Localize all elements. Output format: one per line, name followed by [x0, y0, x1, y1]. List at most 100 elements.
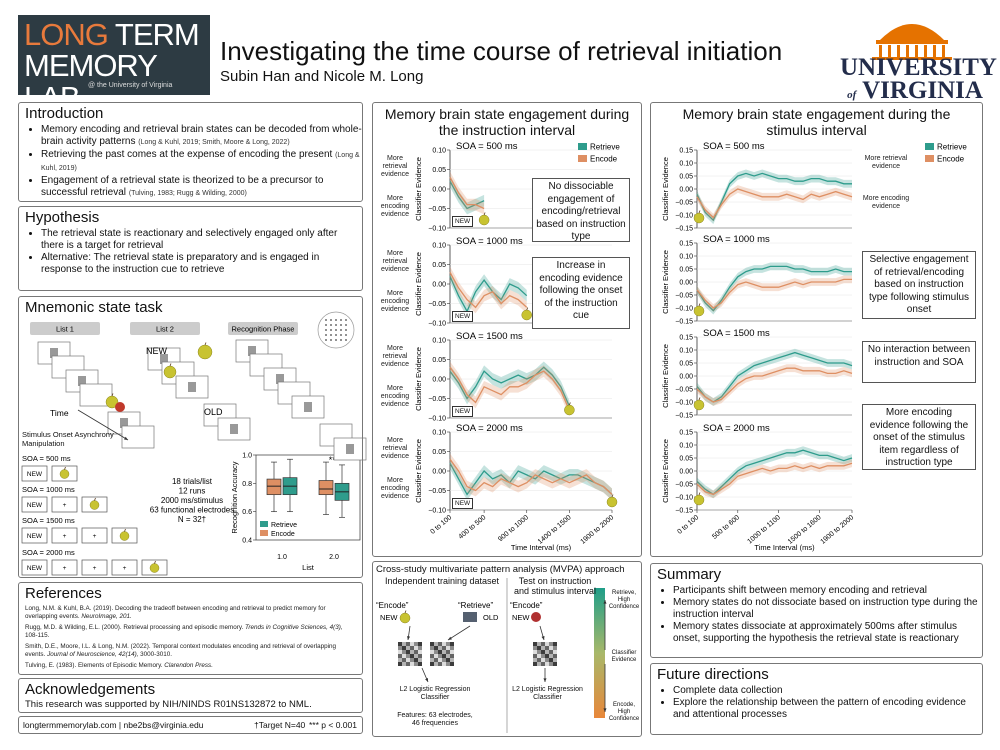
phase-tab — [130, 322, 200, 335]
scale-label: Classifier Evidence — [611, 650, 637, 663]
finding-note: No dissociable engagement of encoding/re… — [532, 178, 630, 242]
feature-pixel — [450, 650, 454, 654]
feature-pixel — [398, 646, 402, 650]
feature-pixel — [450, 642, 454, 646]
feature-pixel — [549, 650, 553, 654]
legend-label: Encode — [590, 155, 618, 164]
y-tick-label: −0.05 — [675, 387, 693, 394]
trial-frame — [81, 527, 108, 544]
trial-frame — [111, 559, 138, 576]
trial-frame — [81, 559, 108, 576]
logo-line: MEMORY LAB — [24, 48, 157, 115]
apple-stem — [111, 393, 114, 397]
y-tick-label: 0.10 — [679, 254, 693, 261]
rotunda-column — [924, 45, 927, 57]
y-tick-label: −0.10 — [428, 508, 446, 515]
feature-pixel — [398, 658, 402, 662]
trial-cell: + — [63, 565, 67, 572]
y-tick-label: 0.10 — [432, 148, 446, 155]
feature-pixel — [533, 642, 537, 646]
stimulus-panel: Memory brain state engagement during the… — [650, 102, 983, 557]
y-tick-label: −0.05 — [675, 293, 693, 300]
bullet-list: Memory encoding and retrieval brain stat… — [19, 124, 362, 200]
bullet: Complete data collection — [673, 685, 982, 697]
task-detail: 12 runs — [179, 487, 206, 496]
box — [266, 478, 282, 496]
mvpa-subheading: Test on instruction and stimulus interva… — [513, 576, 597, 596]
legend-label: Encode — [271, 531, 295, 538]
feature-pixel — [541, 650, 545, 654]
feature-pixel — [446, 650, 450, 654]
reference-pages: 108-115. — [25, 632, 50, 639]
feature-pixel — [402, 642, 406, 646]
bullet-list: Participants shift between memory encodi… — [651, 585, 982, 645]
y-tick-label: −0.10 — [428, 321, 446, 328]
section-heading: Future directions — [657, 666, 769, 683]
bullet: The retrieval state is reactionary and s… — [41, 228, 362, 252]
feature-pixel — [430, 658, 434, 662]
feature-pixel — [414, 642, 418, 646]
electrode — [335, 324, 337, 326]
error-band — [697, 348, 852, 406]
x-tick-label: 1.0 — [277, 554, 287, 561]
feature-pixel — [541, 662, 545, 666]
feature-pixel — [414, 650, 418, 654]
logo-word: LONG — [24, 17, 109, 52]
finding-note: No interaction between instruction and S… — [862, 341, 976, 383]
university-text: VIRGINIA — [862, 77, 983, 104]
feature-pixel — [442, 658, 446, 662]
bullet-list: The retrieval state is reactionary and s… — [19, 228, 362, 276]
y-tick-label: 0.10 — [679, 161, 693, 168]
bullet-text: Engagement of a retrieval state is theor… — [41, 175, 324, 198]
error-band — [697, 364, 852, 406]
y-tick-label: −0.05 — [428, 396, 446, 403]
legend-swatch — [578, 143, 587, 150]
apple-stem — [698, 492, 701, 496]
trial-cell: + — [123, 565, 127, 572]
trial-cell: + — [93, 533, 97, 540]
screen — [121, 425, 155, 449]
y-axis-label: Classifier Evidence — [414, 157, 423, 221]
apple-stem — [698, 397, 701, 401]
reference-journal: Journal of Neuroscience, 42(14), — [47, 651, 139, 658]
features-label: Features: 63 electrodes, 46 frequencies — [397, 712, 473, 727]
feature-pixel — [438, 642, 442, 646]
y-tick-label: −0.10 — [675, 213, 693, 220]
feature-pixel — [442, 662, 446, 666]
cue-box: NEW — [452, 311, 474, 322]
references: References Long, N.M. & Kuhl, B.A. (2019… — [18, 582, 363, 675]
finding-note: Selective engagement of retrieval/encodi… — [862, 251, 976, 319]
reference-journal: NeuroImage, 201. — [81, 613, 132, 620]
feature-pixel — [438, 646, 442, 650]
y-tick-label: 0.4 — [242, 538, 252, 545]
feature-pixel — [537, 650, 541, 654]
trial-cell: NEW — [27, 502, 43, 509]
y-axis-label: Classifier Evidence — [661, 439, 670, 503]
evidence-annotation: More retrieval evidence — [864, 155, 908, 170]
subplot-label: SOA = 500 ms — [456, 141, 518, 152]
arrow-head — [406, 636, 411, 640]
object-image — [346, 444, 354, 454]
evidence-annotation: More retrieval evidence — [380, 345, 410, 368]
electrode — [340, 329, 342, 331]
electrode — [335, 334, 337, 336]
scale-label: Retrieve, High Confidence — [608, 590, 640, 610]
section-heading: Acknowledgements — [25, 681, 156, 698]
feature-pixel — [414, 646, 418, 650]
y-tick-label: −0.10 — [675, 495, 693, 502]
red-object — [531, 612, 541, 622]
footer: longtermmemorylab.com | nbe2bs@virginia.… — [18, 716, 363, 734]
section-heading: Summary — [657, 566, 722, 583]
y-tick-label: −0.10 — [675, 400, 693, 407]
poster-title: Investigating the time course of retriev… — [220, 36, 783, 66]
subplot-label: SOA = 2000 ms — [456, 423, 523, 434]
y-tick-label: 0.10 — [679, 443, 693, 450]
cue-box: NEW — [452, 406, 474, 417]
feature-pixel — [418, 646, 422, 650]
legend-label: Retrieve — [271, 522, 297, 529]
feature-pixel — [430, 650, 434, 654]
hypothesis: Hypothesis The retrieval state is reacti… — [18, 206, 363, 291]
y-tick-label: −0.05 — [428, 206, 446, 213]
